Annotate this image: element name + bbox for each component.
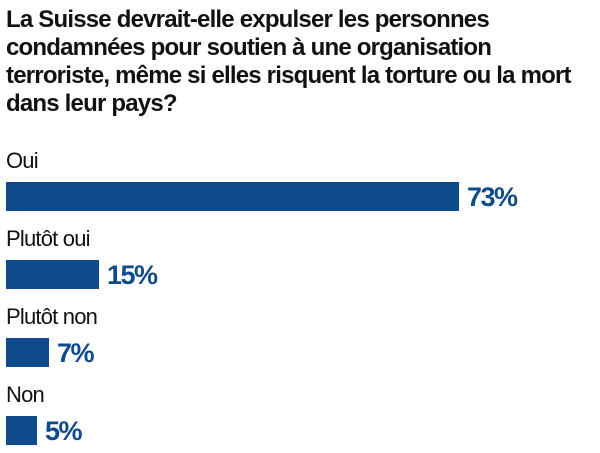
bar-plutot-oui — [6, 260, 99, 289]
chart-title: La Suisse devrait-elle expulser les pers… — [6, 6, 572, 117]
bar-oui — [6, 182, 459, 211]
category-label-non: Non — [6, 382, 45, 407]
value-label-plutot-non: 7% — [57, 338, 95, 368]
category-label-oui: Oui — [6, 148, 39, 173]
category-label-plutot-oui: Plutôt oui — [6, 226, 91, 251]
value-label-plutot-oui: 15% — [107, 260, 158, 290]
bar-non — [6, 416, 37, 445]
category-label-plutot-non: Plutôt non — [6, 304, 98, 329]
value-label-oui: 73% — [467, 182, 518, 212]
bar-plutot-non — [6, 338, 49, 367]
value-label-non: 5% — [45, 416, 83, 446]
